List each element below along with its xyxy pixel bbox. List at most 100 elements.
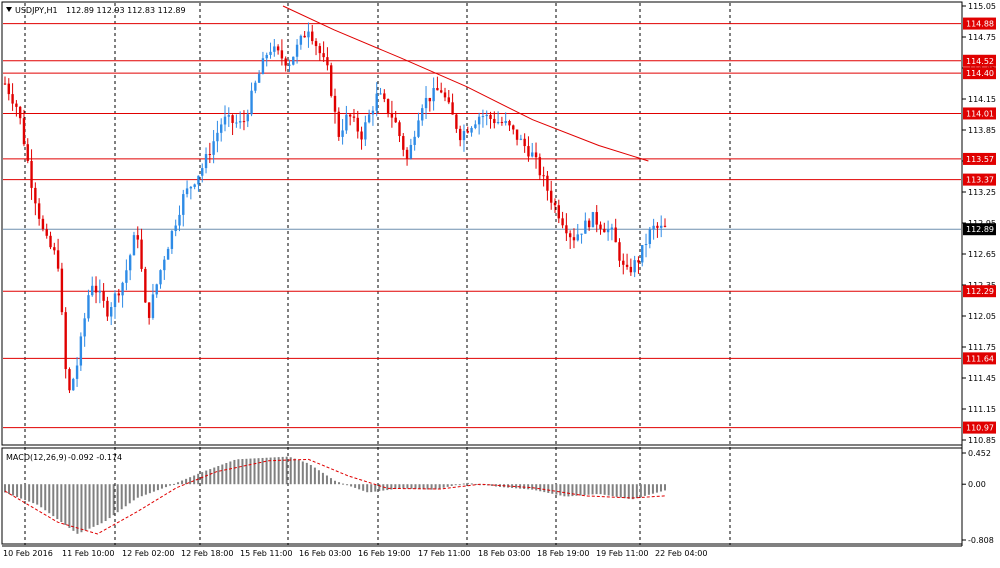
macd-bar	[28, 484, 31, 502]
candle-body	[125, 270, 128, 283]
macd-bar	[321, 472, 324, 485]
candle-body	[417, 120, 420, 137]
candle-body	[284, 58, 287, 66]
macd-bar	[362, 484, 365, 491]
candle-body	[94, 285, 98, 293]
level-label-112.29: 112.29	[966, 287, 994, 296]
macd-bar	[494, 484, 497, 487]
candle-body	[333, 95, 337, 112]
candle-body	[527, 146, 530, 157]
macd-bar	[169, 484, 171, 486]
macd-bar	[293, 458, 296, 485]
macd-bar	[450, 484, 453, 487]
macd-bar	[80, 484, 83, 533]
macd-bar	[92, 484, 95, 527]
level-label-113.37: 113.37	[966, 176, 994, 185]
macd-bar	[523, 484, 526, 489]
macd-bar	[277, 457, 280, 485]
candle-body	[337, 111, 340, 137]
candle-body	[288, 64, 291, 66]
macd-bar	[386, 484, 389, 491]
candle-body	[561, 218, 564, 226]
macd-bar	[273, 457, 276, 485]
candle-body	[565, 225, 568, 234]
candle-body	[345, 114, 348, 131]
macd-bar	[48, 484, 51, 514]
candle-body	[512, 125, 515, 130]
candle-body	[102, 290, 105, 301]
horizontal-levels[interactable]	[3, 23, 961, 429]
candle-body	[550, 190, 553, 203]
candle-body	[83, 318, 86, 337]
candle-body	[204, 154, 208, 169]
candle-body	[629, 266, 633, 273]
candle-body	[652, 225, 655, 230]
price-tick-label: 111.15	[968, 405, 996, 414]
candle-body	[633, 260, 636, 273]
candle-body	[413, 136, 416, 145]
candle-body	[542, 175, 545, 177]
candle-body	[159, 270, 162, 285]
candle-body	[504, 121, 507, 124]
candle-body	[280, 50, 284, 59]
level-label-111.64: 111.64	[966, 354, 994, 363]
macd-bar	[366, 484, 369, 493]
candle-body	[314, 41, 318, 47]
candle-body	[474, 124, 477, 128]
price-tick-label: 110.85	[968, 436, 996, 445]
macd-bar	[603, 484, 606, 495]
macd-bar	[64, 484, 67, 525]
candle-body	[637, 260, 640, 263]
candle-body	[3, 83, 7, 85]
level-label-114.40: 114.40	[966, 69, 994, 78]
candle-body	[656, 225, 659, 228]
candle-body	[238, 121, 242, 123]
macd-bar	[446, 484, 449, 487]
candle-body	[311, 31, 314, 42]
macd-bar	[32, 484, 35, 504]
candle-body	[155, 284, 158, 295]
macd-bar	[422, 484, 425, 490]
macd-bar	[402, 484, 405, 489]
time-label: 11 Feb 10:00	[62, 549, 114, 558]
macd-bar	[205, 470, 208, 485]
macd-bar	[527, 484, 530, 490]
candle-body	[174, 225, 177, 232]
macd-bar	[547, 484, 550, 493]
macd-bar	[289, 457, 292, 485]
macd-bar	[40, 484, 43, 508]
candle-body	[580, 233, 583, 235]
candle-body	[660, 225, 663, 228]
macd-indicator	[4, 456, 666, 535]
macd-bar	[430, 484, 433, 490]
macd-bar	[442, 484, 445, 488]
macd-bar	[189, 477, 192, 485]
macd-bar	[177, 482, 180, 485]
macd-bar	[611, 484, 614, 497]
macd-bar	[587, 484, 590, 495]
candle-body	[26, 144, 29, 161]
macd-bar	[72, 484, 75, 531]
macd-bar	[128, 484, 131, 504]
triangle-down-icon[interactable]	[6, 7, 12, 12]
time-label: 16 Feb 03:00	[299, 549, 351, 558]
macd-bar	[575, 484, 578, 496]
macd-bar	[342, 483, 345, 485]
macd-bar	[338, 482, 341, 485]
time-label: 12 Feb 02:00	[122, 549, 174, 558]
macd-bar	[643, 484, 646, 496]
time-axis: 10 Feb 2016 11 Feb 10:00 12 Feb 02:00 12 Fe…	[3, 549, 707, 558]
candle-body	[440, 90, 443, 93]
candle-body	[79, 336, 83, 366]
candle-body	[216, 132, 219, 142]
candle-body	[193, 184, 196, 187]
macd-bar	[100, 484, 103, 524]
candle-body	[242, 121, 246, 123]
macd-signal-line	[4, 458, 666, 535]
candle-body	[360, 131, 363, 140]
macd-bar	[655, 484, 658, 493]
candle-body	[307, 31, 310, 38]
candle-body	[341, 130, 344, 137]
